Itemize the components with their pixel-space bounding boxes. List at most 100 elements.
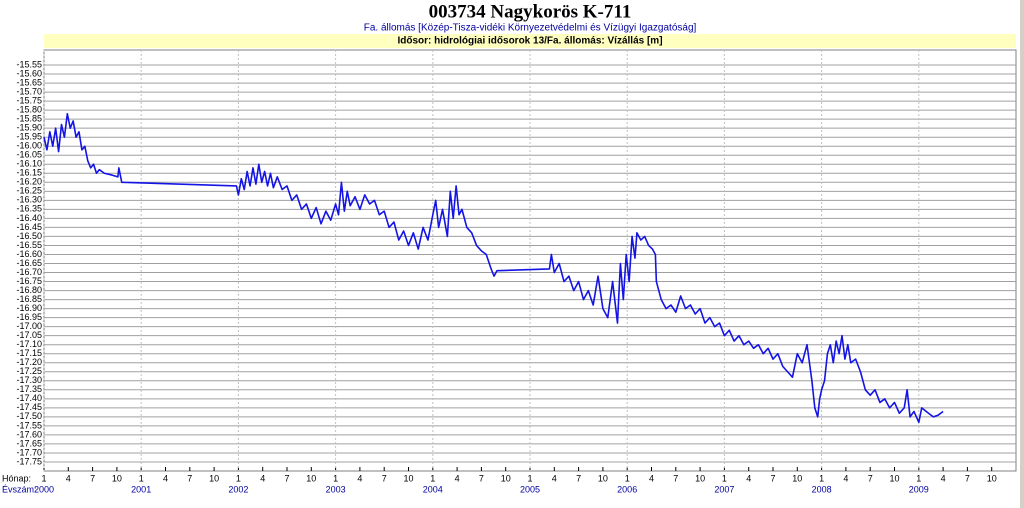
year-label: 2009 (909, 484, 929, 494)
x-tick-label: 7 (673, 473, 678, 483)
y-tick-label: -17.05 (16, 330, 42, 340)
y-tick-label: -16.10 (16, 159, 42, 169)
y-tick-label: -15.85 (16, 114, 42, 124)
y-tick-label: -17.10 (16, 339, 42, 349)
x-tick-label: 10 (987, 473, 997, 483)
data-line (43, 112, 944, 424)
y-tick-label: -17.65 (16, 438, 42, 448)
y-tick-label: -16.60 (16, 249, 42, 259)
x-tick-label: 7 (770, 473, 775, 483)
year-label: 2004 (423, 484, 443, 494)
y-tick-label: -16.00 (16, 141, 42, 151)
series-label: Idősor: hidrológiai idősorok 13/Fa. állo… (397, 36, 662, 47)
year-label: 2005 (520, 484, 540, 494)
y-tick-label: -16.20 (16, 177, 42, 187)
y-tick-label: -16.70 (16, 267, 42, 277)
y-tick-label: -15.60 (16, 68, 42, 78)
x-tick-label: 1 (819, 473, 824, 483)
year-label: 2007 (714, 484, 734, 494)
x-tick-label: 10 (792, 473, 802, 483)
x-tick-label: 7 (284, 473, 289, 483)
x-tick-label: 10 (501, 473, 511, 483)
x-tick-label: 4 (357, 473, 362, 483)
y-tick-label: -17.30 (16, 375, 42, 385)
x-tick-label: 7 (576, 473, 581, 483)
year-label: 2003 (326, 484, 346, 494)
y-tick-label: -17.70 (16, 447, 42, 457)
y-tick-label: -16.40 (16, 213, 42, 223)
x-tick-label: 10 (695, 473, 705, 483)
y-tick-label: -16.80 (16, 285, 42, 295)
y-tick-label: -17.45 (16, 402, 42, 412)
x-tick-label: 7 (965, 473, 970, 483)
x-tick-label: 7 (382, 473, 387, 483)
year-label: 2002 (228, 484, 248, 494)
y-tick-label: -16.75 (16, 276, 42, 286)
y-tick-label: -16.90 (16, 303, 42, 313)
y-tick-label: -17.20 (16, 357, 42, 367)
year-label: 2000 (34, 484, 54, 494)
x-tick-label: 7 (868, 473, 873, 483)
y-tick-label: -16.45 (16, 222, 42, 232)
y-tick-label: -16.30 (16, 195, 42, 205)
y-tick-label: -15.70 (16, 86, 42, 96)
x-tick-label: 1 (236, 473, 241, 483)
y-tick-label: -16.05 (16, 150, 42, 160)
x-tick-label: 4 (843, 473, 848, 483)
y-tick-label: -15.65 (16, 77, 42, 87)
y-tick-label: -17.15 (16, 348, 42, 358)
x-tick-label: 4 (66, 473, 71, 483)
x-tick-label: 1 (139, 473, 144, 483)
y-tick-label: -15.80 (16, 105, 42, 115)
x-tick-label: 1 (527, 473, 532, 483)
x-tick-label: 1 (722, 473, 727, 483)
series-band (44, 34, 1016, 48)
y-tick-label: -17.60 (16, 429, 42, 439)
x-tick-label: 4 (163, 473, 168, 483)
x-tick-label: 10 (112, 473, 122, 483)
y-tick-label: -17.75 (16, 456, 42, 466)
y-tick-label: -16.25 (16, 186, 42, 196)
plot-area (43, 49, 1017, 472)
x-tick-label: 4 (941, 473, 946, 483)
x-tick-label: 4 (260, 473, 265, 483)
y-tick-label: -17.35 (16, 384, 42, 394)
x-tick-label: 4 (455, 473, 460, 483)
year-label: 2001 (131, 484, 151, 494)
year-label: 2006 (617, 484, 637, 494)
y-tick-label: -15.90 (16, 123, 42, 133)
y-tick-label: -17.50 (16, 411, 42, 421)
y-tick-label: -16.15 (16, 168, 42, 178)
y-tick-label: -17.25 (16, 366, 42, 376)
x-tick-label: 10 (598, 473, 608, 483)
chart-title: 003734 Nagykorös K-711 (429, 1, 632, 22)
chart-subtitle: Fa. állomás [Közép-Tisza-vidéki Környeze… (364, 23, 697, 34)
x-tick-label: 1 (333, 473, 338, 483)
x-tick-label: 4 (649, 473, 654, 483)
month-axis-label: Hónap: (2, 473, 31, 483)
x-tick-label: 7 (479, 473, 484, 483)
x-tick-label: 10 (306, 473, 316, 483)
x-tick-label: 4 (552, 473, 557, 483)
x-tick-label: 1 (625, 473, 630, 483)
y-tick-label: -17.40 (16, 393, 42, 403)
y-tick-label: -16.95 (16, 312, 42, 322)
x-tick-label: 10 (889, 473, 899, 483)
y-tick-label: -15.95 (16, 132, 42, 142)
x-tick-label: 10 (403, 473, 413, 483)
x-tick-label: 4 (746, 473, 751, 483)
x-tick-label: 7 (187, 473, 192, 483)
x-tick-label: 1 (430, 473, 435, 483)
y-tick-label: -16.85 (16, 294, 42, 304)
year-axis-label: Évszám: (2, 484, 37, 494)
y-tick-label: -16.55 (16, 240, 42, 250)
x-tick-label: 1 (41, 473, 46, 483)
y-tick-label: -17.00 (16, 321, 42, 331)
y-tick-label: -15.75 (16, 95, 42, 105)
y-tick-label: -16.50 (16, 231, 42, 241)
y-tick-label: -15.55 (16, 59, 42, 69)
y-tick-label: -16.35 (16, 204, 42, 214)
y-tick-label: -16.65 (16, 258, 42, 268)
x-tick-label: 7 (90, 473, 95, 483)
